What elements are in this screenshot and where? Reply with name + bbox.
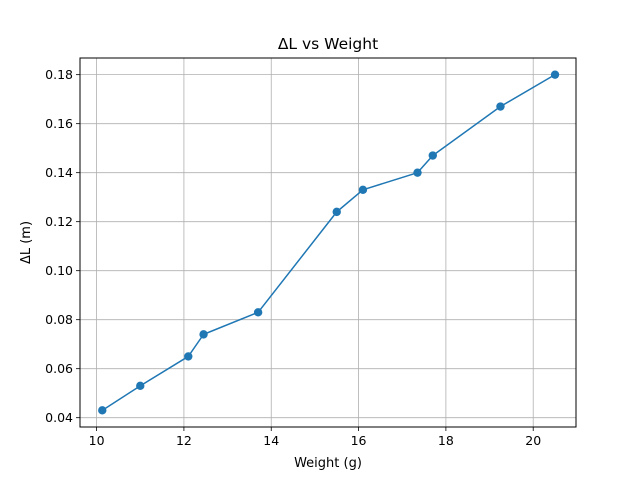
x-axis-ticks: 10 12 14 16 18 20 — [89, 427, 541, 448]
data-point — [413, 168, 422, 177]
data-point — [550, 70, 560, 79]
data-point — [136, 381, 145, 391]
x-tick-label: 14 — [263, 433, 279, 448]
plot-frame — [79, 57, 577, 428]
x-tick-label: 18 — [438, 433, 454, 448]
data-point — [253, 308, 263, 317]
grid — [80, 58, 576, 427]
data-point — [428, 151, 437, 160]
x-axis-label: Weight (g) — [294, 456, 362, 471]
y-axis-ticks: 0.04 0.06 0.08 0.10 0.12 0.14 0.16 0.18 — [45, 67, 80, 425]
y-tick-label: 0.04 — [45, 410, 73, 425]
x-tick-label: 16 — [351, 433, 367, 448]
data-point — [496, 102, 505, 111]
x-tick-label: 20 — [525, 433, 541, 448]
y-tick-label: 0.16 — [45, 116, 73, 131]
x-tick-label: 12 — [176, 433, 192, 448]
data-point — [98, 406, 107, 415]
data-point — [184, 352, 193, 361]
data-point — [358, 185, 368, 195]
y-tick-label: 0.14 — [45, 165, 73, 180]
data-point — [332, 207, 341, 217]
chart-title: ΔL vs Weight — [278, 35, 378, 53]
y-tick-label: 0.10 — [45, 263, 73, 278]
y-tick-label: 0.08 — [45, 312, 73, 327]
y-tick-label: 0.12 — [45, 214, 73, 229]
y-axis-label: ΔL (m) — [19, 221, 34, 264]
data-point — [199, 330, 208, 339]
y-tick-label: 0.06 — [45, 361, 73, 376]
y-tick-label: 0.18 — [45, 67, 73, 82]
x-tick-label: 10 — [89, 433, 105, 448]
series-layer — [98, 70, 560, 415]
